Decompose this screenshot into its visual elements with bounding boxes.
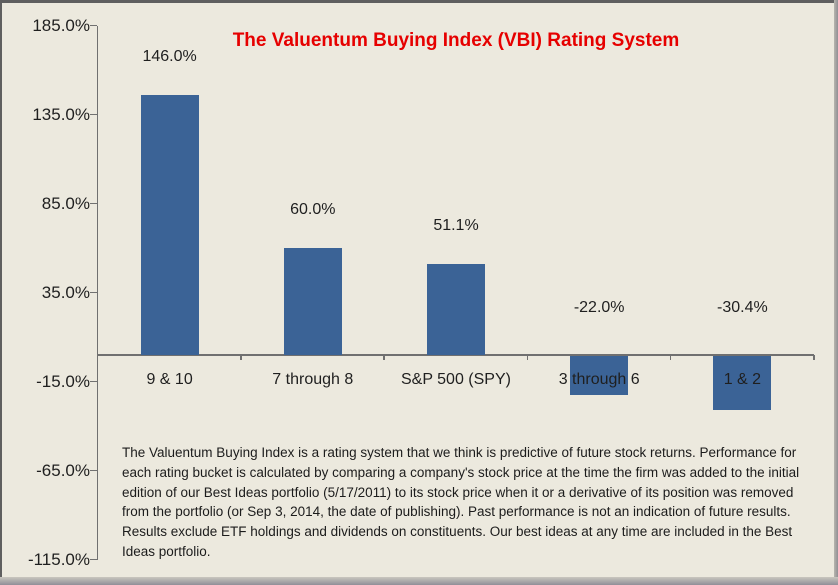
y-axis-tick-label: 185.0% — [32, 15, 90, 35]
bar — [140, 95, 199, 355]
right-border — [834, 0, 838, 585]
category-label: S&P 500 (SPY) — [400, 371, 511, 388]
bar — [427, 264, 485, 355]
y-axis-line — [96, 25, 98, 560]
x-tick-mark — [240, 355, 242, 360]
bar-value-label: 146.0% — [142, 48, 197, 66]
y-tick-mark — [89, 380, 97, 383]
y-tick-mark — [89, 24, 97, 27]
y-axis-tick-label: -65.0% — [36, 460, 90, 480]
bar — [713, 356, 772, 411]
x-axis-line — [98, 354, 814, 356]
x-tick-mark — [669, 355, 672, 360]
bar — [570, 356, 629, 396]
disclaimer-text: The Valuentum Buying Index is a rating s… — [122, 445, 800, 559]
category-label: 9 & 10 — [146, 371, 193, 388]
y-tick-mark — [89, 202, 97, 205]
y-axis-tick-label: 35.0% — [41, 282, 90, 302]
left-border — [0, 0, 2, 585]
top-border — [0, 0, 838, 3]
x-tick-mark — [383, 355, 385, 360]
y-tick-mark — [89, 558, 97, 561]
bar-value-label: -30.4% — [717, 299, 768, 316]
bar-value-label: 51.1% — [433, 217, 479, 235]
bar-value-label: -22.0% — [573, 299, 625, 316]
x-tick-mark — [813, 355, 815, 360]
bottom-border — [0, 577, 838, 585]
category-label: 3 through 6 — [558, 371, 640, 388]
y-axis-tick-label: 135.0% — [32, 104, 90, 124]
chart-title: The Valuentum Buying Index (VBI) Rating … — [232, 30, 680, 51]
bar-value-label: 60.0% — [290, 201, 336, 219]
y-axis-tick-label: 85.0% — [41, 193, 90, 213]
category-label: 7 through 8 — [272, 371, 354, 388]
y-axis-tick-label: -115.0% — [27, 549, 90, 569]
y-axis-tick-label: -15.0% — [36, 371, 90, 391]
y-tick-mark — [89, 113, 97, 116]
bar — [283, 248, 342, 355]
y-tick-mark — [89, 469, 97, 472]
category-label: 1 & 2 — [723, 371, 762, 388]
x-tick-mark — [526, 355, 529, 360]
y-tick-mark — [89, 291, 97, 294]
